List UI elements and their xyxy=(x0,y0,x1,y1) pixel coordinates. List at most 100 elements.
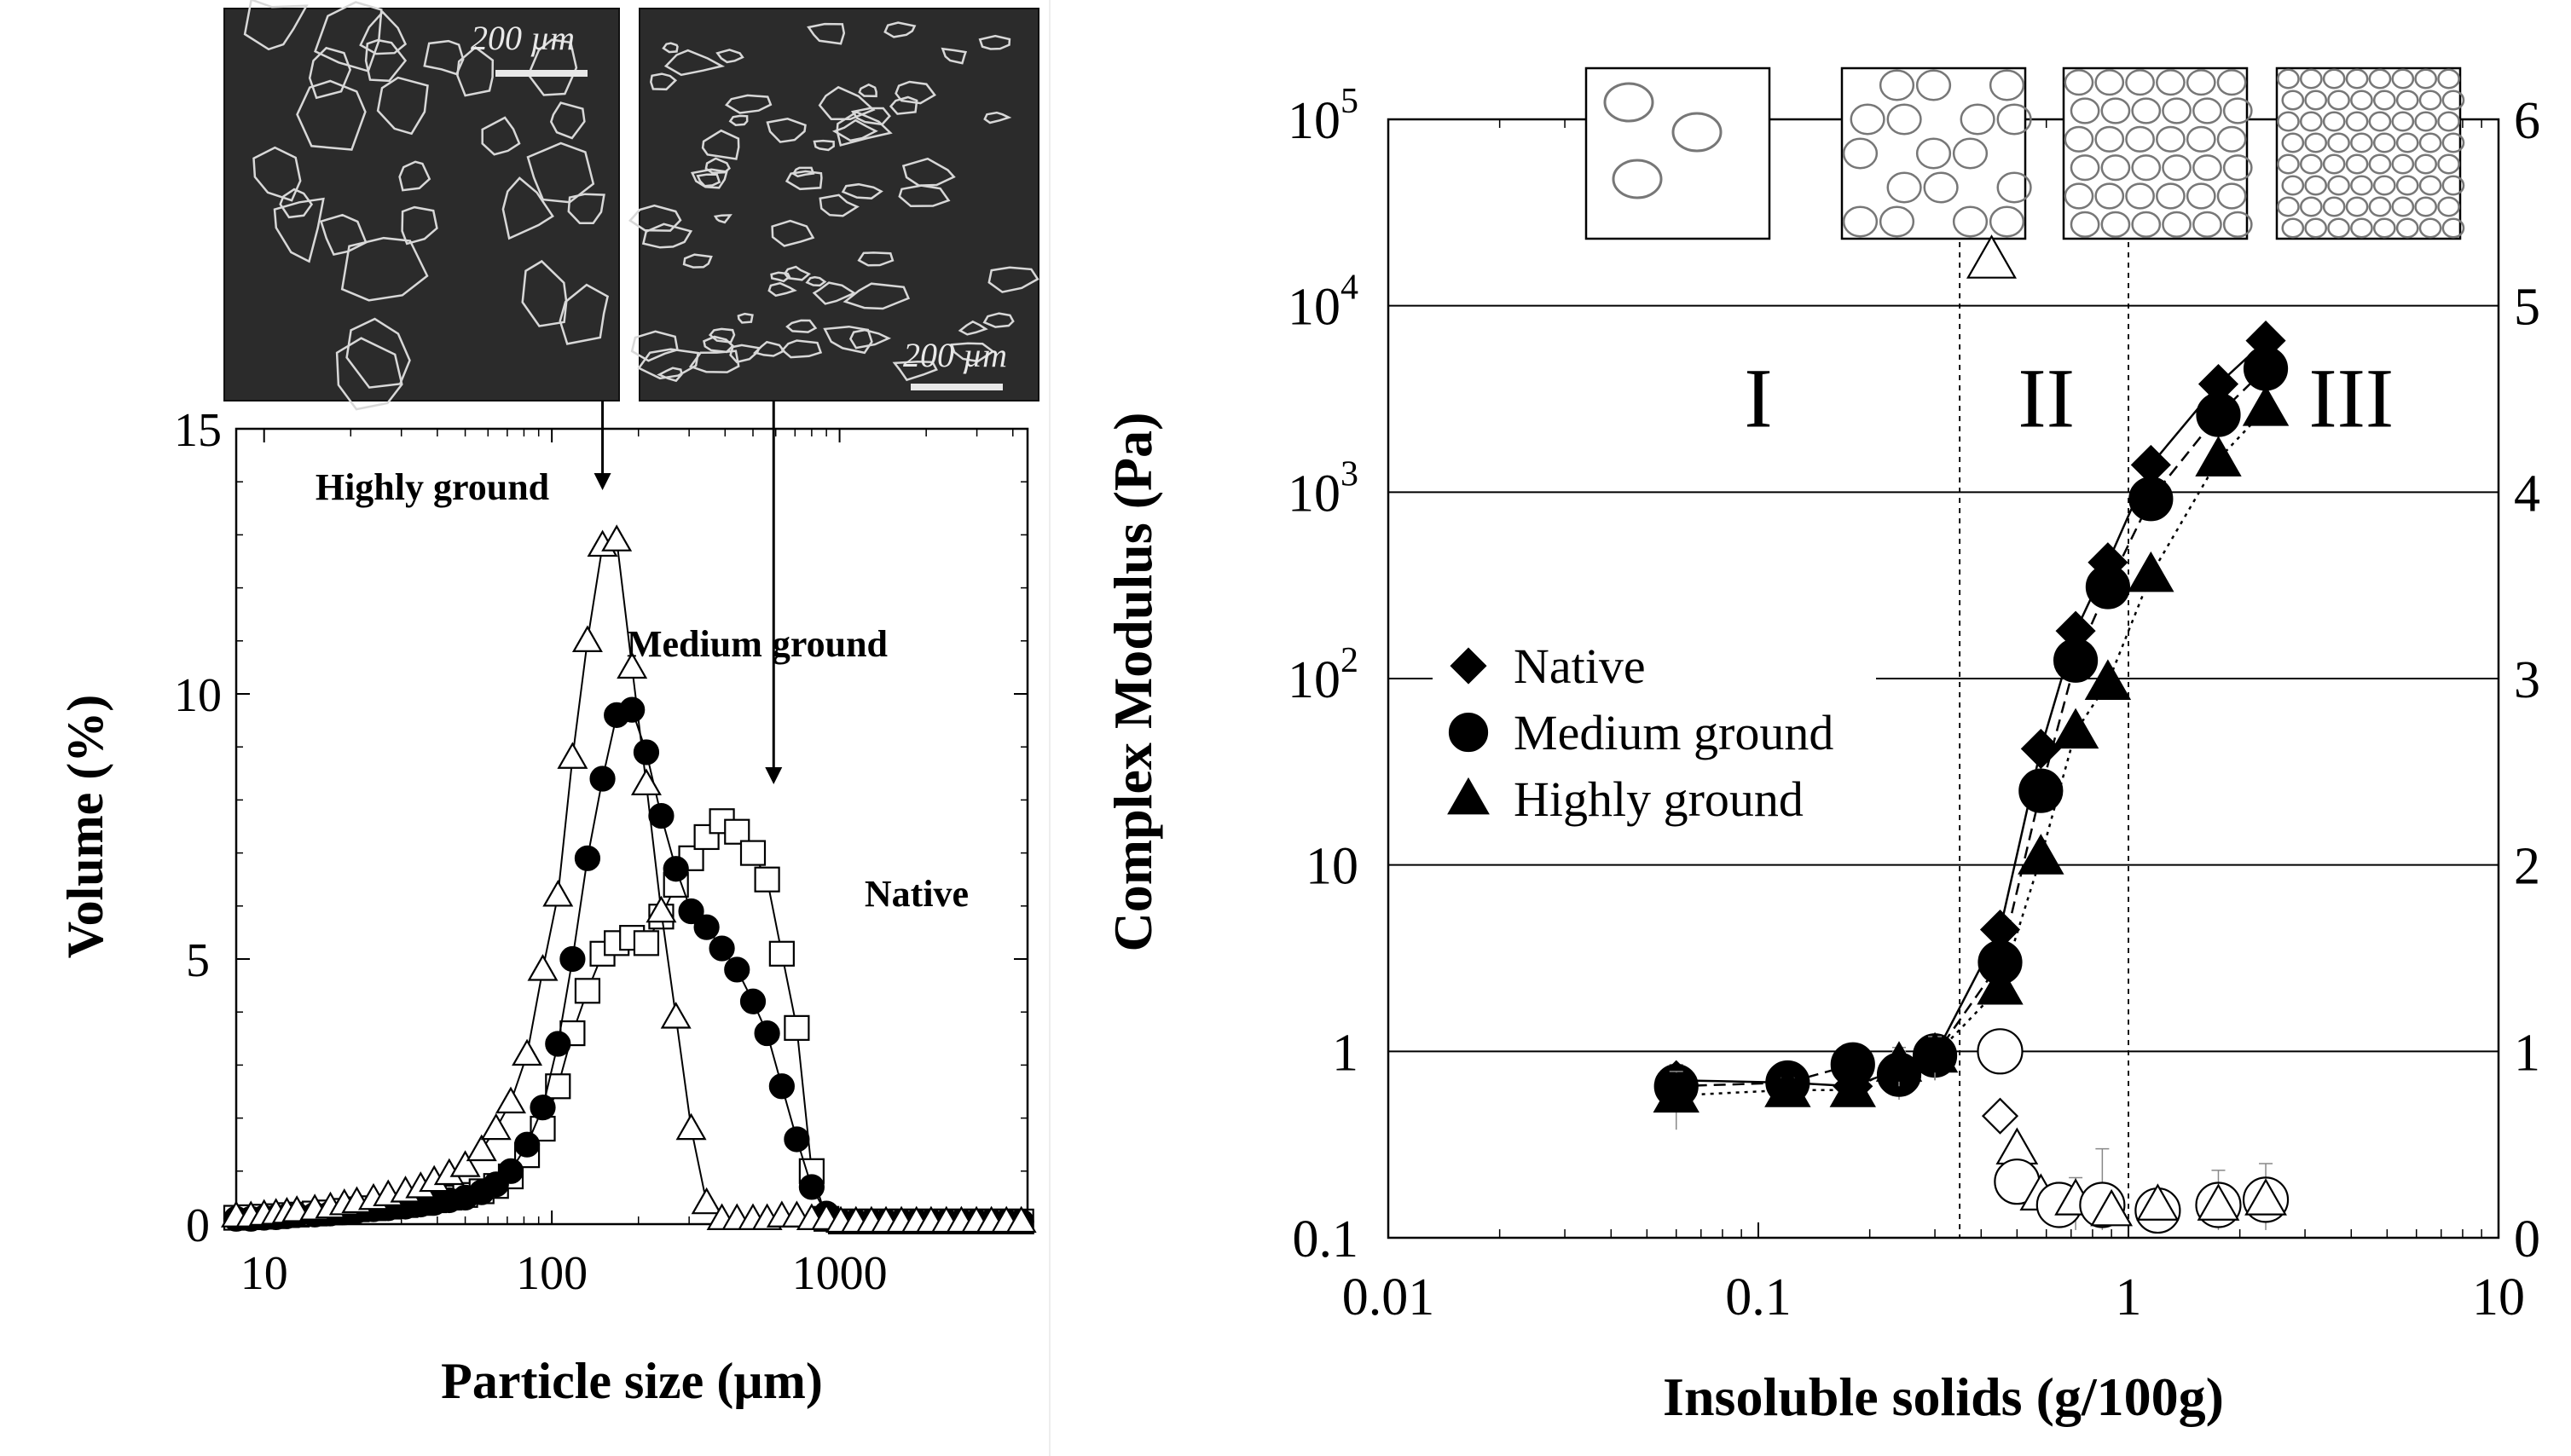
cell-outline xyxy=(1989,69,2025,101)
particle-outline xyxy=(567,193,605,224)
cell-outline xyxy=(2299,68,2323,90)
particle-outline xyxy=(805,275,827,287)
cell-outline xyxy=(1952,205,1989,238)
data-point xyxy=(559,945,586,973)
cell-outline xyxy=(2414,153,2438,175)
cell-outline xyxy=(1915,69,1952,101)
cell-outline xyxy=(2327,132,2350,153)
particle-outline xyxy=(526,142,595,204)
cell-outline xyxy=(2216,69,2247,96)
data-point xyxy=(2242,385,2290,426)
cell-outline xyxy=(2304,132,2328,153)
data-point xyxy=(1911,1031,1959,1073)
y-tick-label: 10 xyxy=(174,669,222,722)
particle-outline xyxy=(273,197,325,263)
particle-outline xyxy=(296,79,367,151)
data-point xyxy=(1875,1041,1923,1082)
cell-outline xyxy=(2304,175,2328,196)
particle-outline xyxy=(978,34,1011,50)
right-axis-tick-label: 3 xyxy=(2514,651,2540,709)
cell-outline xyxy=(2372,217,2396,239)
particle-outline xyxy=(376,76,429,136)
particle-outline xyxy=(858,83,877,98)
particle-outline xyxy=(831,118,878,142)
inset-image-2 xyxy=(1840,66,2032,240)
data-point xyxy=(574,845,601,871)
cell-outline xyxy=(2216,182,2247,210)
data-point xyxy=(2018,834,2064,875)
particle-outline xyxy=(501,176,554,240)
data-point xyxy=(724,956,750,983)
particle-outline xyxy=(724,94,773,114)
data-point xyxy=(1653,1072,1700,1113)
cell-outline xyxy=(2345,111,2369,132)
y-tick-label: 1 xyxy=(1332,1024,1358,1082)
right-axis-tick-label: 4 xyxy=(2514,465,2540,523)
series-highly-ground xyxy=(1653,385,2290,1130)
particle-outline xyxy=(345,317,411,389)
cell-outline xyxy=(1886,103,1922,136)
right-axis-tick-label: 0 xyxy=(2514,1210,2540,1268)
x-tick-label: 0.01 xyxy=(1342,1268,1435,1326)
data-point xyxy=(1977,1028,2024,1075)
particle-outline xyxy=(359,10,408,55)
data-point xyxy=(545,1031,571,1057)
cell-outline xyxy=(2186,182,2216,210)
data-point xyxy=(495,1086,526,1114)
y-tick-label: 104 xyxy=(1288,269,1358,337)
cell-outline xyxy=(2441,90,2465,111)
particle-outline xyxy=(950,342,995,363)
data-point xyxy=(601,524,633,552)
data-point xyxy=(1764,1066,1811,1107)
data-point xyxy=(646,895,677,923)
data-point xyxy=(754,866,780,893)
particle-outline xyxy=(848,328,892,350)
data-point xyxy=(798,1174,825,1200)
inset-image-1 xyxy=(1584,66,1771,240)
particle-outline xyxy=(340,236,429,302)
cell-outline xyxy=(2281,132,2305,153)
cell-outline xyxy=(2327,217,2350,239)
arrow-head xyxy=(594,473,611,490)
legend-label: Highly ground xyxy=(1514,771,1804,827)
particle-outline xyxy=(728,114,749,126)
cell-outline xyxy=(2222,97,2253,124)
cell-outline xyxy=(2304,217,2328,239)
particle-outline xyxy=(983,111,1012,124)
particle-outline xyxy=(549,101,586,140)
cell-outline xyxy=(2418,132,2442,153)
cell-outline xyxy=(2281,217,2305,239)
cell-outline xyxy=(1960,103,1995,136)
data-point xyxy=(633,739,660,766)
particle-outline xyxy=(836,111,893,147)
cell-outline xyxy=(2125,125,2155,153)
particle-outline xyxy=(987,266,1039,293)
legend-label: Native xyxy=(1514,638,1646,694)
cell-outline xyxy=(2299,153,2323,175)
cell-outline xyxy=(2345,153,2369,175)
cell-outline xyxy=(2350,175,2373,196)
cell-outline xyxy=(2372,132,2396,153)
cell-outline xyxy=(2414,68,2438,90)
data-point xyxy=(557,742,588,769)
particle-outline xyxy=(401,205,438,246)
data-point xyxy=(663,856,689,882)
data-point xyxy=(633,930,660,956)
cell-outline xyxy=(2350,217,2373,239)
particle-outline xyxy=(398,160,431,192)
data-point xyxy=(2195,436,2242,477)
data-point xyxy=(571,625,603,652)
particle-outline xyxy=(785,319,818,333)
cell-outline xyxy=(1989,205,2025,238)
particle-outline xyxy=(715,49,744,64)
legend-background xyxy=(1433,623,1876,829)
cell-outline xyxy=(2304,90,2328,111)
data-point xyxy=(574,978,601,1004)
data-point xyxy=(2128,551,2174,592)
legend-marker xyxy=(1450,647,1487,685)
particle-outline xyxy=(701,129,740,160)
y-axis-label: Complex Modulus (Pa) xyxy=(1103,413,1163,952)
data-point xyxy=(784,1014,810,1041)
cell-outline xyxy=(2345,196,2369,217)
data-point xyxy=(527,954,559,981)
